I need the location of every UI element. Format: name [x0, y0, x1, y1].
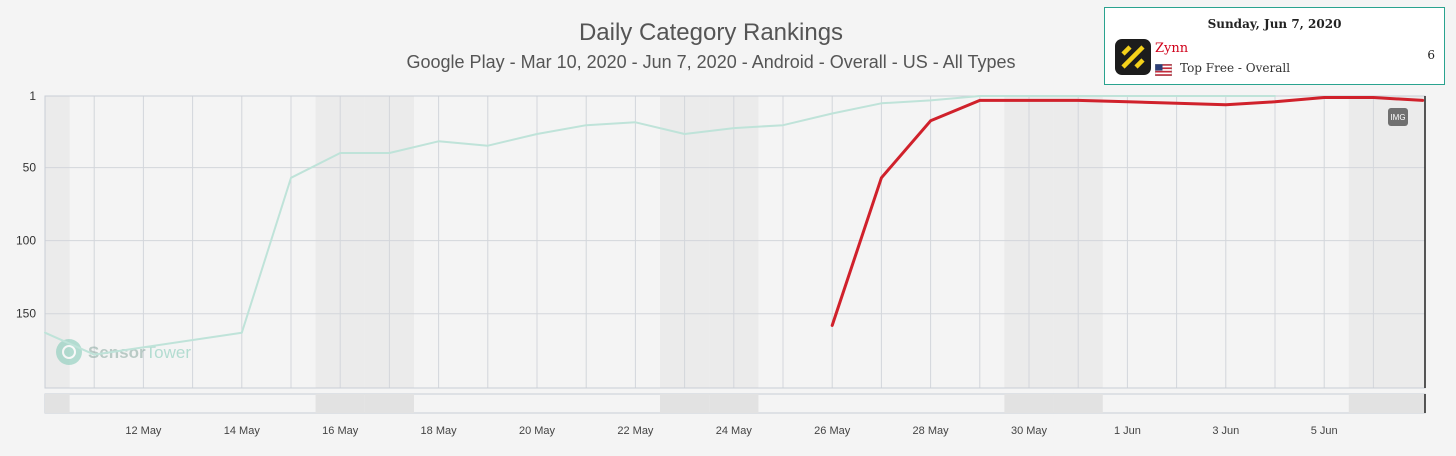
watermark-sensor: Sensor	[88, 343, 146, 362]
chart-title: Daily Category Rankings	[579, 19, 843, 46]
navigator-weekend-band	[45, 394, 70, 413]
tooltip-date: Sunday, Jun 7, 2020	[1207, 17, 1342, 31]
svg-text:SensorTower: SensorTower	[88, 343, 191, 362]
x-tick-label: 28 May	[913, 425, 950, 437]
y-tick-label: 100	[16, 234, 36, 248]
sensortower-watermark: SensorTower	[56, 339, 191, 365]
y-tick-label: 1	[29, 89, 36, 103]
x-tick-label: 20 May	[519, 425, 556, 437]
series-lines	[44, 95, 1425, 356]
tooltip-rank: 6	[1427, 48, 1435, 62]
x-tick-label: 14 May	[224, 425, 261, 437]
x-tick-label: 5 Jun	[1311, 425, 1338, 437]
navigator-weekend-band	[1348, 394, 1398, 413]
weekend-bands	[45, 96, 1425, 388]
navigator-weekend-band	[364, 394, 414, 413]
navigator-weekend-band	[660, 394, 710, 413]
weekend-band	[45, 96, 70, 388]
tooltip-app-name: Zynn	[1155, 41, 1189, 56]
x-tick-label: 12 May	[125, 425, 162, 437]
y-tick-label: 50	[23, 161, 37, 175]
tooltip-chart-type: Top Free - Overall	[1180, 61, 1291, 75]
zynn-series-line	[830, 96, 1425, 327]
navigator-weekend-band	[1053, 394, 1103, 413]
x-tick-label: 16 May	[322, 425, 359, 437]
navigator-weekend-band	[1398, 394, 1425, 413]
x-tick-label: 24 May	[716, 425, 753, 437]
chart-subtitle: Google Play - Mar 10, 2020 - Jun 7, 2020…	[407, 52, 1016, 72]
export-img-label: IMG	[1390, 113, 1405, 122]
weekend-band	[1398, 96, 1425, 388]
navigator-weekend-band	[315, 394, 365, 413]
y-tick-label: 150	[16, 307, 36, 321]
navigator-bands	[44, 393, 1426, 414]
watermark-tower: Tower	[146, 343, 192, 362]
zynn-app-icon	[1115, 39, 1151, 75]
x-tick-label: 1 Jun	[1114, 425, 1141, 437]
x-tick-label: 18 May	[421, 425, 458, 437]
x-tick-label: 26 May	[814, 425, 851, 437]
x-axis-ticks: 12 May 14 May 16 May 18 May 20 May 22 May 24 M…	[125, 425, 1337, 437]
navigator-weekend-band	[1004, 394, 1054, 413]
export-img-button[interactable]: IMG	[1388, 108, 1408, 126]
navigator-weekend-band	[709, 394, 759, 413]
x-tick-label: 30 May	[1011, 425, 1048, 437]
us-flag-icon	[1154, 61, 1173, 77]
x-tick-label: 22 May	[617, 425, 654, 437]
comparison-series-line	[44, 95, 1276, 356]
x-tick-label: 3 Jun	[1212, 425, 1239, 437]
hover-tooltip: Sunday, Jun 7, 2020 Zynn Top Free - Over…	[1104, 7, 1445, 85]
